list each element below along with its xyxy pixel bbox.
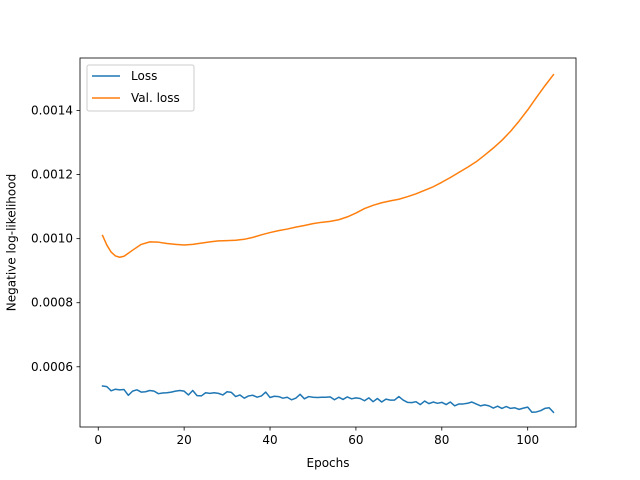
x-tick-label: 0 [94,433,102,447]
series-layer [101,73,555,414]
y-axis-label: Negative log-likelihood [5,174,19,311]
legend-label-loss: Loss [131,69,157,83]
x-tick-label: 40 [262,433,277,447]
x-axis-ticks: 0 20 40 60 80 100 [94,427,539,447]
x-axis-label: Epochs [307,456,350,470]
plot-frame [79,57,577,428]
x-tick-label: 60 [348,433,363,447]
legend: Loss Val. loss [86,64,195,112]
y-tick-label: 0.0006 [31,360,73,374]
legend-label-val-loss: Val. loss [131,91,180,105]
x-tick-label: 20 [176,433,191,447]
x-tick-label: 80 [434,433,449,447]
y-tick-label: 0.0008 [31,296,73,310]
y-tick-label: 0.0010 [31,232,73,246]
y-tick-label: 0.0014 [31,104,73,118]
series-line-loss [101,385,555,414]
series-line-val-loss [101,73,555,258]
y-tick-label: 0.0012 [31,168,73,182]
x-tick-label: 100 [516,433,539,447]
y-axis-ticks: 0.0006 0.0008 0.0010 0.0012 0.0014 [31,104,80,374]
